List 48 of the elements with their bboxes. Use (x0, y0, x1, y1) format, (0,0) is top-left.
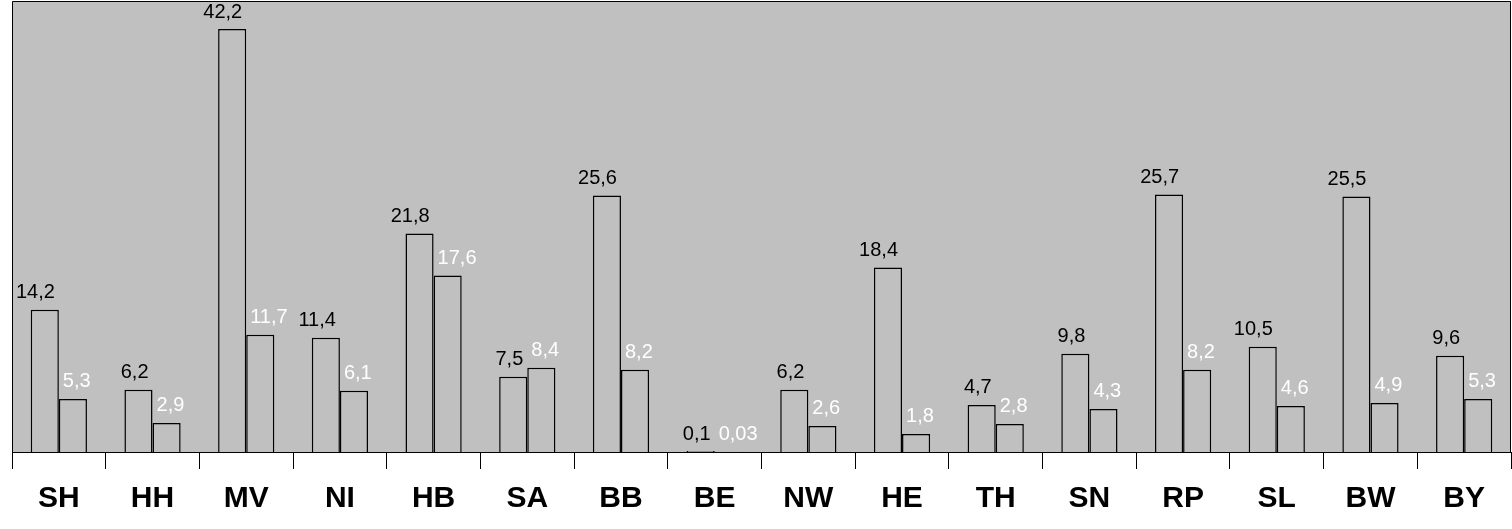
data-label: 8,2 (624, 340, 653, 363)
x-tick-label: MV (223, 480, 269, 514)
x-tick-label: NI (324, 480, 355, 514)
x-tick-label: HE (881, 480, 923, 514)
data-label: 17,6 (437, 246, 477, 269)
x-tick-label: HH (130, 480, 175, 514)
data-label: 0,03 (718, 422, 758, 445)
data-label: 8,4 (531, 338, 560, 361)
data-label: 18,4 (859, 238, 899, 261)
data-label: 2,8 (999, 394, 1028, 417)
data-label: 6,1 (343, 361, 372, 384)
data-label: 9,8 (1057, 324, 1086, 347)
x-tick-label: BY (1443, 480, 1485, 514)
data-label: 4,9 (1374, 373, 1403, 396)
x-tick-label: SN (1068, 480, 1111, 514)
data-label: 11,7 (250, 305, 288, 328)
x-tick-label: BE (693, 480, 736, 514)
data-label: 2,9 (156, 393, 185, 416)
data-label: 14,2 (15, 280, 55, 303)
data-label: 9,6 (1432, 326, 1461, 349)
data-label: 42,2 (203, 0, 243, 22)
data-label: 10,5 (1233, 317, 1273, 340)
data-label: 11,4 (298, 308, 336, 331)
data-label: 2,6 (812, 396, 841, 419)
data-label: 0,1 (682, 421, 711, 444)
data-label: 6,2 (120, 360, 149, 383)
data-label: 5,3 (62, 369, 91, 392)
data-label: 4,7 (963, 375, 992, 398)
x-tick-label: BB (599, 480, 643, 514)
data-label: 7,5 (495, 347, 524, 370)
x-tick-label: BW (1345, 480, 1397, 514)
x-tick-label: TH (975, 480, 1016, 514)
x-tick-label: NW (783, 480, 835, 514)
x-tick-label: HB (411, 480, 456, 514)
x-tick-label: SH (38, 480, 80, 514)
data-label: 4,3 (1093, 379, 1122, 402)
data-label: 4,6 (1280, 376, 1309, 399)
data-label: 5,3 (1468, 369, 1496, 392)
x-tick-label: SL (1257, 480, 1296, 514)
x-tick-label: SA (506, 480, 549, 514)
data-label: 1,8 (906, 404, 934, 427)
x-tick-label: RP (1162, 480, 1204, 514)
data-label: 6,2 (776, 360, 805, 383)
data-label: 8,2 (1187, 340, 1215, 363)
data-label: 25,6 (578, 165, 617, 188)
data-label: 21,8 (390, 204, 430, 227)
data-label: 25,7 (1140, 164, 1180, 187)
data-label: 25,5 (1327, 166, 1367, 189)
